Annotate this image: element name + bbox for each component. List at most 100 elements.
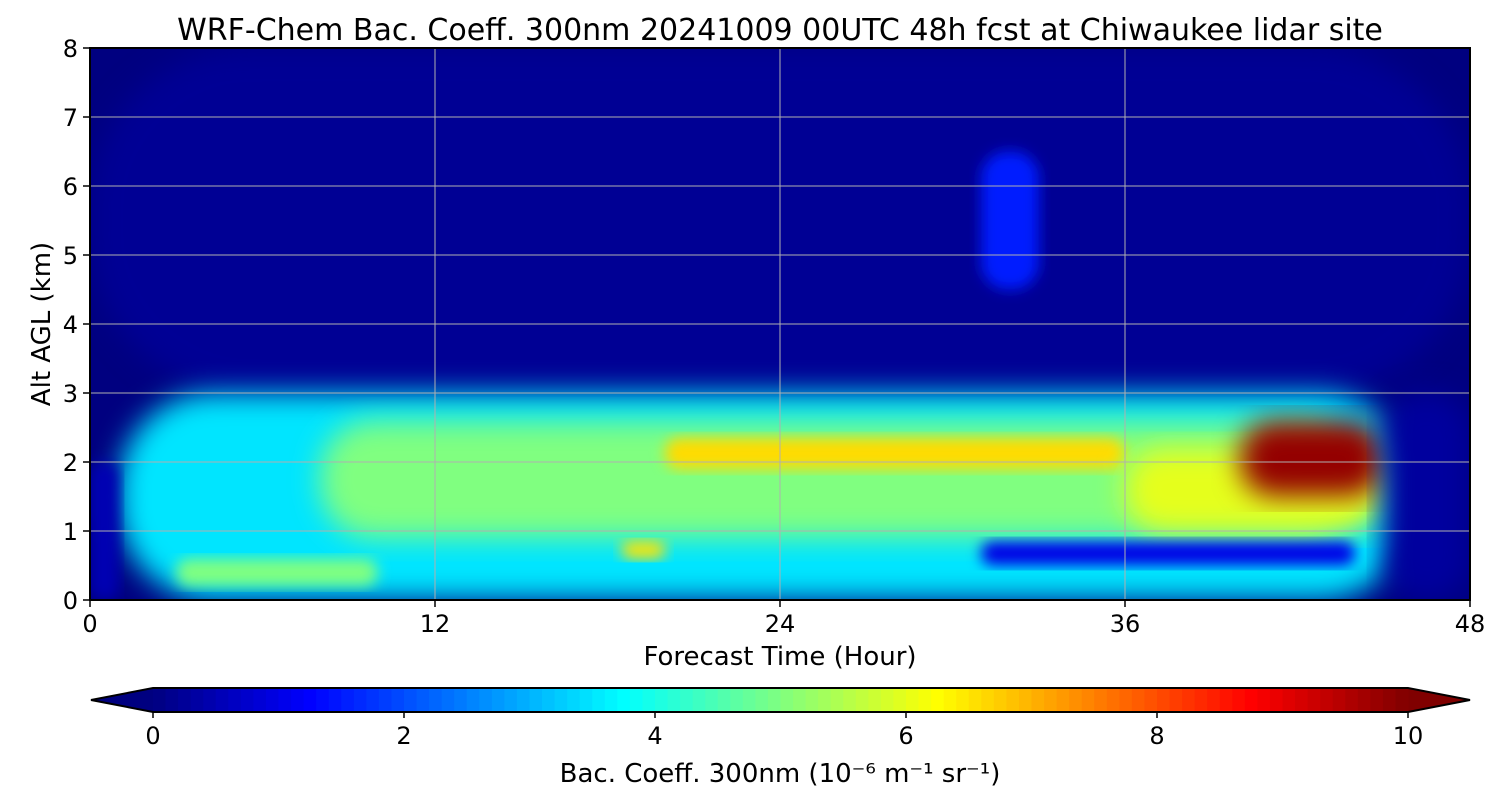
y-tick-label: 8 <box>63 35 78 63</box>
colorbar-segment <box>981 688 995 712</box>
colorbar-segment <box>1345 688 1359 712</box>
colorbar-segment <box>441 688 455 712</box>
y-axis-ticks: 0 1 2 3 4 5 6 7 8 <box>63 35 90 615</box>
colorbar-segment <box>1044 688 1058 712</box>
colorbar-segment <box>265 688 280 712</box>
colorbar-tick-label: 0 <box>145 722 160 750</box>
colorbar-segment <box>993 688 1007 712</box>
colorbar-segment <box>705 688 719 712</box>
colorbar-segment <box>1320 688 1334 712</box>
chart-title: WRF-Chem Bac. Coeff. 300nm 20241009 00UT… <box>177 13 1383 48</box>
colorbar-segment <box>178 688 192 712</box>
heatmap-feature-5 <box>621 541 665 559</box>
colorbar-segment <box>240 688 254 712</box>
colorbar-segment <box>1144 688 1158 712</box>
y-tick-label: 3 <box>63 380 78 408</box>
colorbar-segment <box>1207 688 1221 712</box>
colorbar-segment <box>491 688 505 712</box>
y-tick-label: 7 <box>63 104 78 132</box>
colorbar-segment <box>1018 688 1033 712</box>
colorbar-segment <box>567 688 581 712</box>
colorbar-segment <box>943 688 957 712</box>
colorbar-segment <box>341 688 355 712</box>
colorbar-segment <box>1157 688 1171 712</box>
colorbar-segment <box>1194 688 1208 712</box>
colorbar-segment <box>1332 688 1346 712</box>
colorbar-segment <box>1219 688 1233 712</box>
colorbar-segment <box>454 688 468 712</box>
colorbar-segment <box>228 688 242 712</box>
colorbar-segment <box>579 688 593 712</box>
colorbar-tick-label: 6 <box>898 722 913 750</box>
colorbar-segment <box>830 688 844 712</box>
colorbar-segment <box>717 688 731 712</box>
colorbar-segment <box>906 688 920 712</box>
heatmap-feature-11 <box>1383 393 1470 600</box>
colorbar-segment <box>1169 688 1183 712</box>
colorbar-segment <box>479 688 493 712</box>
colorbar-segment <box>655 688 669 712</box>
colorbar-segment <box>429 688 443 712</box>
colorbar-segment <box>1056 688 1070 712</box>
x-tick-label: 12 <box>420 610 451 638</box>
colorbar-segment <box>529 688 543 712</box>
colorbar-segment <box>215 688 229 712</box>
colorbar-segment <box>629 688 644 712</box>
colorbar-segment <box>1395 688 1409 712</box>
colorbar-segment <box>416 688 430 712</box>
colorbar-segment <box>303 688 317 712</box>
colorbar-segment <box>617 688 631 712</box>
colorbar-segment <box>378 688 393 712</box>
colorbar-segment <box>404 688 418 712</box>
y-axis-label: Alt AGL (km) <box>27 242 57 406</box>
colorbar-segment <box>793 688 807 712</box>
colorbar-segment <box>1257 688 1271 712</box>
colorbar-segment <box>1182 688 1196 712</box>
heatmap-feature-8 <box>1240 420 1384 497</box>
colorbar-segment <box>291 688 305 712</box>
colorbar-segment <box>968 688 982 712</box>
colorbar-segment <box>755 688 769 712</box>
x-tick-label: 24 <box>765 610 796 638</box>
colorbar-segment <box>855 688 869 712</box>
colorbar-segment <box>742 688 756 712</box>
colorbar-segment <box>642 688 656 712</box>
x-axis-ticks: 0 12 24 36 48 <box>82 600 1485 638</box>
y-tick-label: 0 <box>63 587 78 615</box>
y-tick-label: 5 <box>63 242 78 270</box>
heatmap-feature-7 <box>176 558 378 587</box>
colorbar-segment <box>1119 688 1133 712</box>
colorbar-segment <box>1357 688 1371 712</box>
colorbar-segment <box>868 688 882 712</box>
x-axis-label: Forecast Time (Hour) <box>643 642 916 672</box>
colorbar-segment <box>1031 688 1045 712</box>
y-tick-label: 6 <box>63 173 78 201</box>
colorbar-segment <box>730 688 744 712</box>
colorbar-segment <box>1106 688 1120 712</box>
colorbar-segment <box>328 688 342 712</box>
colorbar-segment <box>767 688 782 712</box>
colorbar-segment <box>466 688 480 712</box>
heatmap-feature-6 <box>981 541 1355 566</box>
y-tick-label: 1 <box>63 518 78 546</box>
colorbar-segment <box>1295 688 1309 712</box>
colorbar-segment <box>1370 688 1384 712</box>
colorbar-segment <box>843 688 857 712</box>
colorbar-segment <box>931 688 945 712</box>
colorbar-segment <box>1094 688 1108 712</box>
colorbar-segment <box>1232 688 1246 712</box>
colorbar-segment <box>1269 688 1284 712</box>
colorbar-segment <box>1307 688 1321 712</box>
colorbar-segment <box>1081 688 1095 712</box>
colorbar-extend-min <box>91 688 153 712</box>
colorbar-label: Bac. Coeff. 300nm (10⁻⁶ m⁻¹ sr⁻¹) <box>560 759 1001 789</box>
colorbar-segment <box>190 688 204 712</box>
colorbar-segment <box>516 688 531 712</box>
x-tick-label: 0 <box>82 610 97 638</box>
colorbar-segment <box>1282 688 1296 712</box>
colorbar-segment <box>956 688 970 712</box>
colorbar-segment <box>780 688 794 712</box>
y-tick-label: 4 <box>63 311 78 339</box>
colorbar-segment <box>604 688 618 712</box>
